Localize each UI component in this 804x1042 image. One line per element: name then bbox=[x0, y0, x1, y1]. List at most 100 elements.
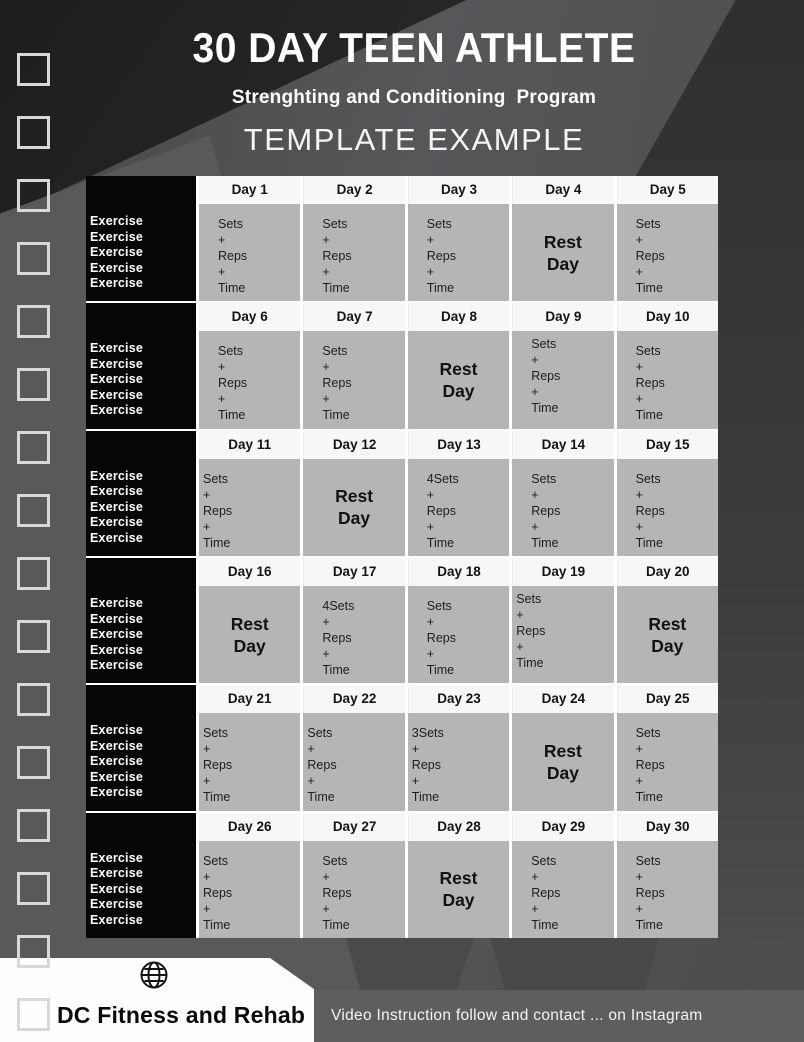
checkbox[interactable] bbox=[17, 53, 50, 86]
rest-day-cell: Rest Day bbox=[407, 840, 510, 938]
exercise-label-cell: Exercise Exercise Exercise Exercise Exercise bbox=[86, 685, 196, 811]
cell-line: + bbox=[531, 385, 539, 400]
workout-cell: Sets + Reps + Time bbox=[303, 713, 405, 811]
day-column: Day 23 3Sets + Reps + Time bbox=[407, 685, 510, 811]
cell-line: 3Sets bbox=[411, 726, 444, 741]
checkbox[interactable] bbox=[17, 116, 50, 149]
exercise-label: Exercise bbox=[90, 356, 144, 371]
checkbox[interactable] bbox=[17, 431, 50, 464]
day-header: Day 24 bbox=[512, 685, 614, 714]
checkbox[interactable] bbox=[17, 494, 50, 527]
cell-line: Reps bbox=[203, 758, 233, 773]
cell-line: Time bbox=[218, 408, 246, 423]
workout-cell: 4Sets + Reps + Time bbox=[303, 586, 405, 684]
cell-line: Time bbox=[516, 656, 544, 670]
day-header: Day 1 bbox=[199, 176, 301, 204]
day-header: Day 9 bbox=[512, 303, 614, 332]
cell-line: Time bbox=[307, 790, 335, 805]
cell-line: 4Sets bbox=[322, 599, 355, 613]
workout-cell: Sets + Reps + Time bbox=[407, 204, 510, 302]
day-column: Day 26 Sets + Reps + Time bbox=[199, 812, 301, 938]
cell-line: Reps bbox=[426, 631, 456, 645]
exercise-label: Exercise bbox=[90, 658, 144, 672]
cell-line: + bbox=[635, 901, 643, 916]
exercise-label: Exercise bbox=[90, 468, 144, 483]
cell-line: + bbox=[531, 487, 539, 502]
day-header: Day 29 bbox=[512, 812, 614, 841]
checkbox[interactable] bbox=[17, 368, 50, 401]
checkbox[interactable] bbox=[17, 872, 50, 905]
cell-line: Rest bbox=[543, 231, 582, 252]
cell-line: Time bbox=[635, 281, 663, 295]
cell-line: Reps bbox=[635, 758, 665, 773]
day-column: Day 14 Sets + Reps + Time bbox=[512, 430, 614, 556]
checkbox[interactable] bbox=[17, 809, 50, 842]
exercise-label: Exercise bbox=[90, 850, 144, 865]
exercise-label: Exercise bbox=[90, 596, 144, 610]
cell-line: Time bbox=[218, 281, 246, 295]
day-header: Day 20 bbox=[616, 558, 718, 586]
cell-line: Day bbox=[546, 762, 579, 783]
exercise-label-cell: Exercise Exercise Exercise Exercise Exercise bbox=[86, 558, 196, 684]
cell-line: + bbox=[203, 901, 211, 916]
checkbox[interactable] bbox=[17, 305, 50, 338]
cell-line: Sets bbox=[322, 344, 348, 359]
day-column: Day 5 Sets + Reps + Time bbox=[616, 176, 718, 302]
checkbox[interactable] bbox=[17, 998, 50, 1031]
cell-line: + bbox=[426, 519, 435, 534]
cell-line: Day bbox=[651, 635, 684, 656]
exercise-label: Exercise bbox=[90, 484, 144, 499]
exercise-label: Exercise bbox=[90, 214, 144, 228]
cell-line: Reps bbox=[635, 376, 665, 391]
workout-cell: Sets + Reps + Time bbox=[199, 840, 301, 938]
cell-line: + bbox=[635, 265, 643, 279]
cell-line: Day bbox=[442, 890, 475, 911]
cell-line: + bbox=[218, 233, 226, 247]
exercise-label: Exercise bbox=[90, 723, 144, 738]
workout-cell: Sets + Reps + Time bbox=[303, 204, 405, 302]
day-header: Day 17 bbox=[303, 558, 405, 586]
program-table: Exercise Exercise Exercise Exercise Exercise… bbox=[86, 176, 718, 938]
cell-line: Rest bbox=[439, 358, 478, 379]
brand-name: DC Fitness and Rehab bbox=[57, 1002, 306, 1028]
workout-cell: Sets + Reps + Time bbox=[512, 840, 614, 938]
cell-line: + bbox=[426, 487, 435, 502]
checkbox[interactable] bbox=[17, 935, 50, 968]
checkbox[interactable] bbox=[17, 557, 50, 590]
brand-banner bbox=[0, 958, 314, 1042]
checkbox[interactable] bbox=[17, 683, 50, 716]
workout-cell: Sets + Reps + Time bbox=[303, 331, 405, 429]
day-header: Day 7 bbox=[303, 303, 405, 332]
week-row-5: Exercise Exercise Exercise Exercise Exercise… bbox=[86, 685, 718, 811]
exercise-label: Exercise bbox=[90, 403, 144, 418]
cell-line: Sets bbox=[531, 337, 557, 352]
day-header: Day 2 bbox=[303, 176, 405, 204]
cell-line: Reps bbox=[411, 758, 441, 773]
cell-line: Sets bbox=[203, 853, 229, 868]
day-header: Day 26 bbox=[199, 812, 301, 841]
day-column: Day 16 Rest Day bbox=[199, 558, 301, 684]
checkbox[interactable] bbox=[17, 620, 50, 653]
checkbox[interactable] bbox=[17, 179, 50, 212]
week-row-4: Exercise Exercise Exercise Exercise Exercise… bbox=[86, 558, 718, 684]
cell-line: + bbox=[218, 265, 226, 279]
cell-line: Time bbox=[203, 917, 231, 932]
day-column: Day 22 Sets + Reps + Time bbox=[303, 685, 405, 811]
cell-line: + bbox=[426, 647, 435, 661]
exercise-label: Exercise bbox=[90, 229, 144, 244]
cell-line: Time bbox=[426, 535, 455, 550]
checkbox[interactable] bbox=[17, 242, 50, 275]
cell-line: + bbox=[531, 869, 539, 884]
cell-line: + bbox=[635, 774, 643, 789]
day-header: Day 14 bbox=[512, 430, 614, 459]
checkbox[interactable] bbox=[17, 746, 50, 779]
cell-line: Reps bbox=[203, 885, 233, 900]
exercise-label-cell: Exercise Exercise Exercise Exercise Exercise bbox=[86, 176, 196, 302]
cell-line: Reps bbox=[531, 503, 561, 518]
exercise-label: Exercise bbox=[90, 515, 144, 530]
cell-line: + bbox=[322, 233, 330, 247]
cell-line: Sets bbox=[307, 726, 333, 741]
cell-line: Reps bbox=[218, 249, 248, 263]
day-column: Day 13 4Sets + Reps + Time bbox=[407, 430, 510, 556]
cell-line: Sets bbox=[426, 599, 452, 613]
